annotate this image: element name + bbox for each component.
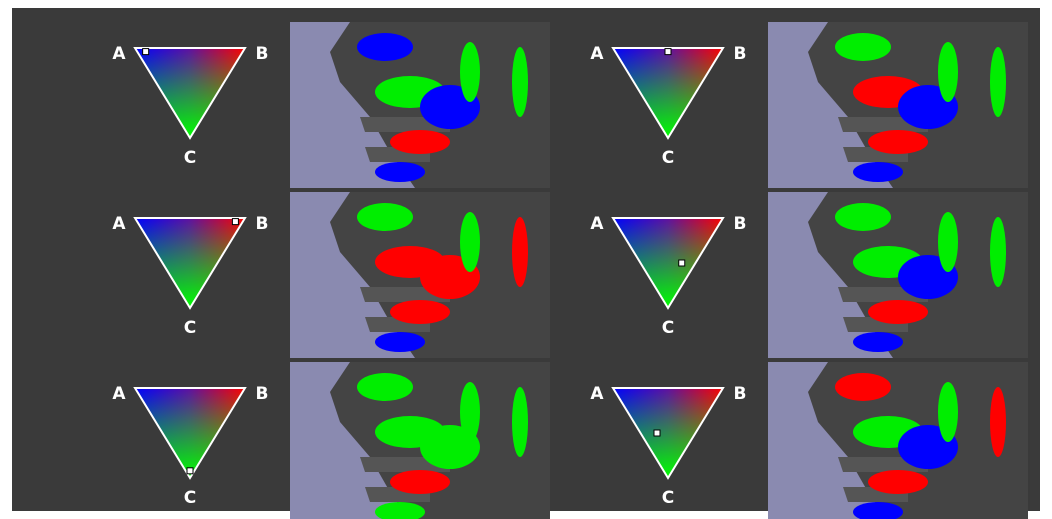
vertex-label: A xyxy=(112,384,126,404)
vertex-label: C xyxy=(662,488,674,508)
map-region xyxy=(375,162,425,182)
map xyxy=(290,362,550,519)
map-region xyxy=(375,332,425,352)
vertex-label: A xyxy=(590,44,604,64)
map-region xyxy=(357,203,413,231)
vertex-label: C xyxy=(184,488,196,508)
map-region xyxy=(390,130,450,154)
map xyxy=(768,192,1028,358)
vertex-label: C xyxy=(184,318,196,338)
map-region xyxy=(835,33,891,61)
map-region xyxy=(938,42,958,102)
map-region xyxy=(868,470,928,494)
map-region xyxy=(990,47,1006,117)
map-region xyxy=(990,217,1006,287)
map-region xyxy=(990,387,1006,457)
map-region xyxy=(938,382,958,442)
vertex-label: A xyxy=(590,214,604,234)
marker xyxy=(679,260,685,266)
map-region xyxy=(835,203,891,231)
vertex-label: B xyxy=(734,384,747,404)
marker xyxy=(232,219,238,225)
map xyxy=(290,192,550,358)
map-region xyxy=(853,162,903,182)
map-region xyxy=(868,130,928,154)
vertex-label: C xyxy=(184,148,196,168)
vertex-label: C xyxy=(662,148,674,168)
marker xyxy=(665,49,671,55)
vertex-label: B xyxy=(256,384,269,404)
vertex-label: A xyxy=(112,214,126,234)
map-region xyxy=(357,373,413,401)
page: ABCABCABCABCABCABC (() => { const data =… xyxy=(0,0,1052,519)
map-region xyxy=(460,42,480,102)
map-region xyxy=(512,47,528,117)
vertex-label: B xyxy=(734,214,747,234)
map-region xyxy=(390,470,450,494)
marker xyxy=(187,468,193,474)
map-region xyxy=(357,33,413,61)
map xyxy=(768,362,1028,519)
map-region xyxy=(853,332,903,352)
map xyxy=(768,22,1028,188)
map-region xyxy=(390,300,450,324)
marker xyxy=(654,430,660,436)
map-region xyxy=(938,212,958,272)
vertex-label: B xyxy=(256,214,269,234)
marker xyxy=(143,49,149,55)
vertex-label: C xyxy=(662,318,674,338)
vertex-label: B xyxy=(734,44,747,64)
map-region xyxy=(460,212,480,272)
vertex-label: A xyxy=(590,384,604,404)
map-region xyxy=(835,373,891,401)
map-region xyxy=(868,300,928,324)
vertex-label: A xyxy=(112,44,126,64)
map xyxy=(290,22,550,188)
map-region xyxy=(460,382,480,442)
figure: A B C A B C A B C A B C A B C A B C xyxy=(0,0,1052,519)
map-region xyxy=(512,217,528,287)
vertex-label: B xyxy=(256,44,269,64)
map-region xyxy=(512,387,528,457)
